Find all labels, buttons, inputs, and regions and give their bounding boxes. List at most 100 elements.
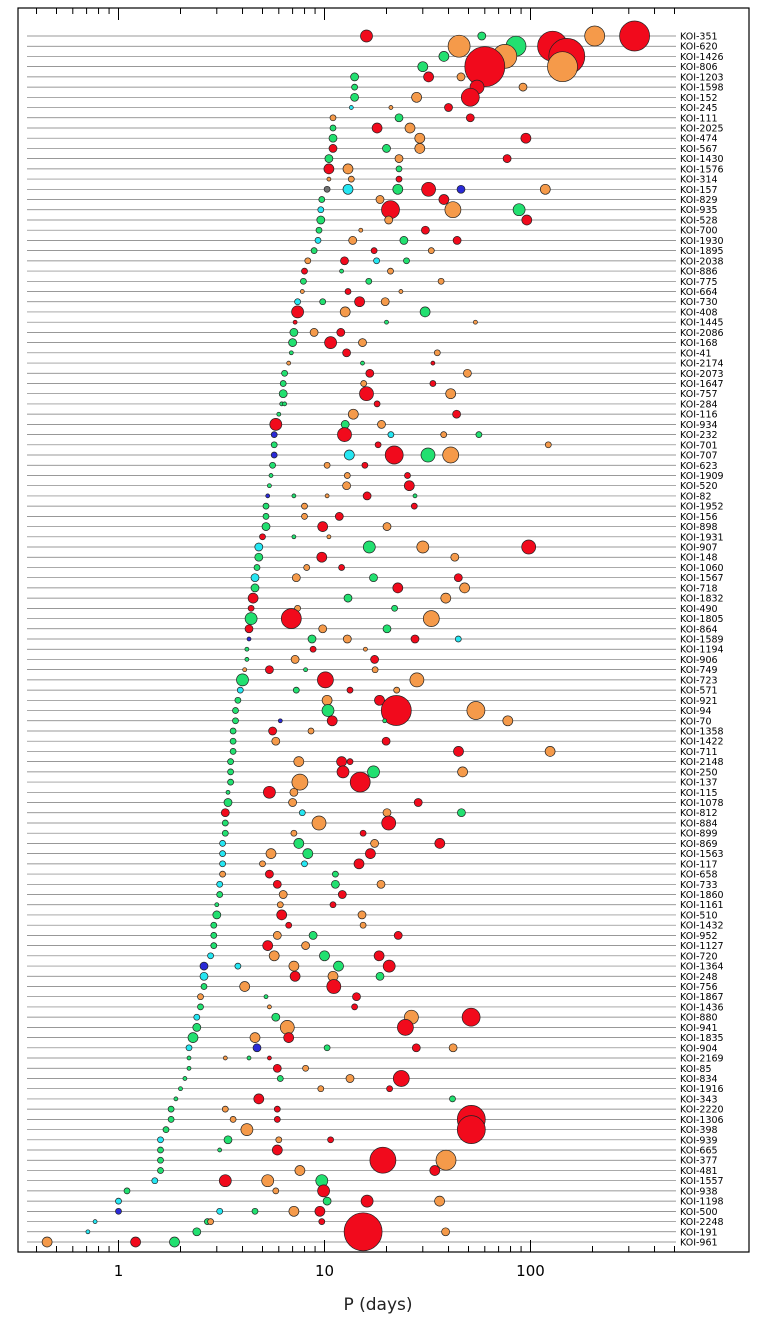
planet-point bbox=[453, 573, 463, 583]
planet-point bbox=[229, 737, 237, 745]
system-label: KOI-1194 bbox=[680, 645, 724, 656]
planet-point bbox=[281, 369, 288, 377]
system-rows: KOI-351KOI-620KOI-1426KOI-806KOI-1203KOI… bbox=[27, 32, 724, 1249]
planet-point bbox=[261, 522, 271, 531]
planet-point bbox=[298, 809, 306, 817]
planet-point bbox=[262, 513, 270, 520]
planet-point bbox=[323, 461, 331, 469]
planet-point bbox=[447, 34, 471, 58]
system-label: KOI-2073 bbox=[680, 369, 724, 380]
planet-point bbox=[365, 848, 376, 859]
planet-point bbox=[229, 748, 237, 755]
system-label: KOI-1576 bbox=[680, 164, 724, 175]
planet-point bbox=[329, 901, 337, 909]
planet-point bbox=[246, 1055, 252, 1061]
planet-point bbox=[365, 368, 375, 378]
planet-point bbox=[310, 247, 318, 254]
system-label: KOI-620 bbox=[680, 42, 718, 53]
system-label: KOI-1078 bbox=[680, 798, 724, 809]
planet-point bbox=[276, 901, 284, 909]
system-label: KOI-528 bbox=[680, 215, 718, 226]
planet-point bbox=[318, 196, 326, 203]
planet-point bbox=[157, 1167, 164, 1174]
system-label: KOI-834 bbox=[680, 1074, 718, 1085]
planet-point bbox=[584, 25, 606, 47]
planet-point bbox=[440, 431, 448, 438]
planet-point bbox=[267, 1004, 272, 1010]
planet-point bbox=[363, 646, 368, 652]
system-label: KOI-2220 bbox=[680, 1105, 724, 1116]
planet-point bbox=[370, 655, 379, 664]
planet-point bbox=[216, 880, 224, 888]
planet-point bbox=[291, 493, 297, 499]
system-label: KOI-284 bbox=[680, 399, 718, 410]
system-label: KOI-490 bbox=[680, 604, 718, 615]
planet-point bbox=[352, 992, 361, 1002]
planet-point bbox=[288, 798, 297, 807]
planet-point bbox=[236, 686, 244, 694]
system-label: KOI-700 bbox=[680, 226, 718, 237]
planet-point bbox=[394, 154, 404, 163]
planet-point bbox=[329, 124, 337, 132]
system-label: KOI-1647 bbox=[680, 379, 724, 390]
system-label: KOI-2025 bbox=[680, 123, 724, 134]
planet-point bbox=[445, 388, 457, 400]
planet-point bbox=[412, 493, 418, 499]
planet-point bbox=[374, 441, 382, 449]
planet-point bbox=[359, 386, 374, 402]
planet-point bbox=[502, 154, 512, 163]
planet-point bbox=[384, 319, 389, 325]
planet-point bbox=[301, 513, 308, 520]
planet-point bbox=[251, 1207, 259, 1215]
planet-point bbox=[457, 808, 466, 818]
system-label: KOI-2174 bbox=[680, 359, 724, 370]
planet-point bbox=[393, 931, 403, 940]
planet-point bbox=[350, 72, 359, 82]
planet-point bbox=[277, 718, 283, 724]
system-label: KOI-520 bbox=[680, 481, 718, 492]
planet-point bbox=[265, 493, 271, 499]
planet-point bbox=[309, 645, 317, 653]
planet-point bbox=[421, 181, 436, 197]
planet-point bbox=[221, 829, 229, 837]
system-label: KOI-1909 bbox=[680, 471, 724, 482]
planet-point bbox=[269, 418, 283, 431]
system-label: KOI-775 bbox=[680, 277, 718, 288]
planet-point bbox=[270, 441, 278, 449]
planet-point bbox=[502, 715, 514, 727]
planet-point bbox=[370, 247, 378, 254]
planet-point bbox=[332, 870, 339, 878]
planet-point bbox=[259, 533, 266, 541]
planet-point bbox=[367, 765, 380, 779]
planet-point bbox=[429, 1165, 441, 1176]
planet-point bbox=[346, 758, 354, 765]
system-label: KOI-1805 bbox=[680, 614, 724, 625]
planet-point bbox=[271, 736, 281, 746]
planet-point bbox=[259, 860, 266, 868]
planet-point bbox=[473, 319, 478, 325]
planet-point bbox=[394, 113, 404, 123]
system-label: KOI-474 bbox=[680, 134, 718, 145]
system-label: KOI-1432 bbox=[680, 921, 724, 932]
system-label: KOI-82 bbox=[680, 491, 712, 502]
planet-point bbox=[326, 176, 332, 182]
planet-point bbox=[382, 718, 388, 724]
planet-point bbox=[229, 1116, 237, 1123]
planet-point bbox=[461, 1007, 481, 1027]
system-label: KOI-1867 bbox=[680, 992, 724, 1003]
system-label: KOI-314 bbox=[680, 175, 718, 186]
planet-point bbox=[229, 727, 237, 735]
planet-point bbox=[316, 215, 326, 225]
planet-point bbox=[276, 1075, 284, 1082]
planet-point bbox=[322, 1196, 332, 1206]
planet-point bbox=[247, 604, 255, 612]
planet-point bbox=[452, 409, 461, 419]
system-label: KOI-2038 bbox=[680, 256, 724, 267]
planet-point bbox=[254, 542, 264, 552]
planet-point bbox=[539, 183, 551, 195]
planet-point bbox=[178, 1086, 183, 1092]
planet-point bbox=[210, 932, 218, 939]
planet-point bbox=[267, 1055, 272, 1061]
planet-point bbox=[253, 1093, 265, 1105]
system-label: KOI-921 bbox=[680, 696, 718, 707]
